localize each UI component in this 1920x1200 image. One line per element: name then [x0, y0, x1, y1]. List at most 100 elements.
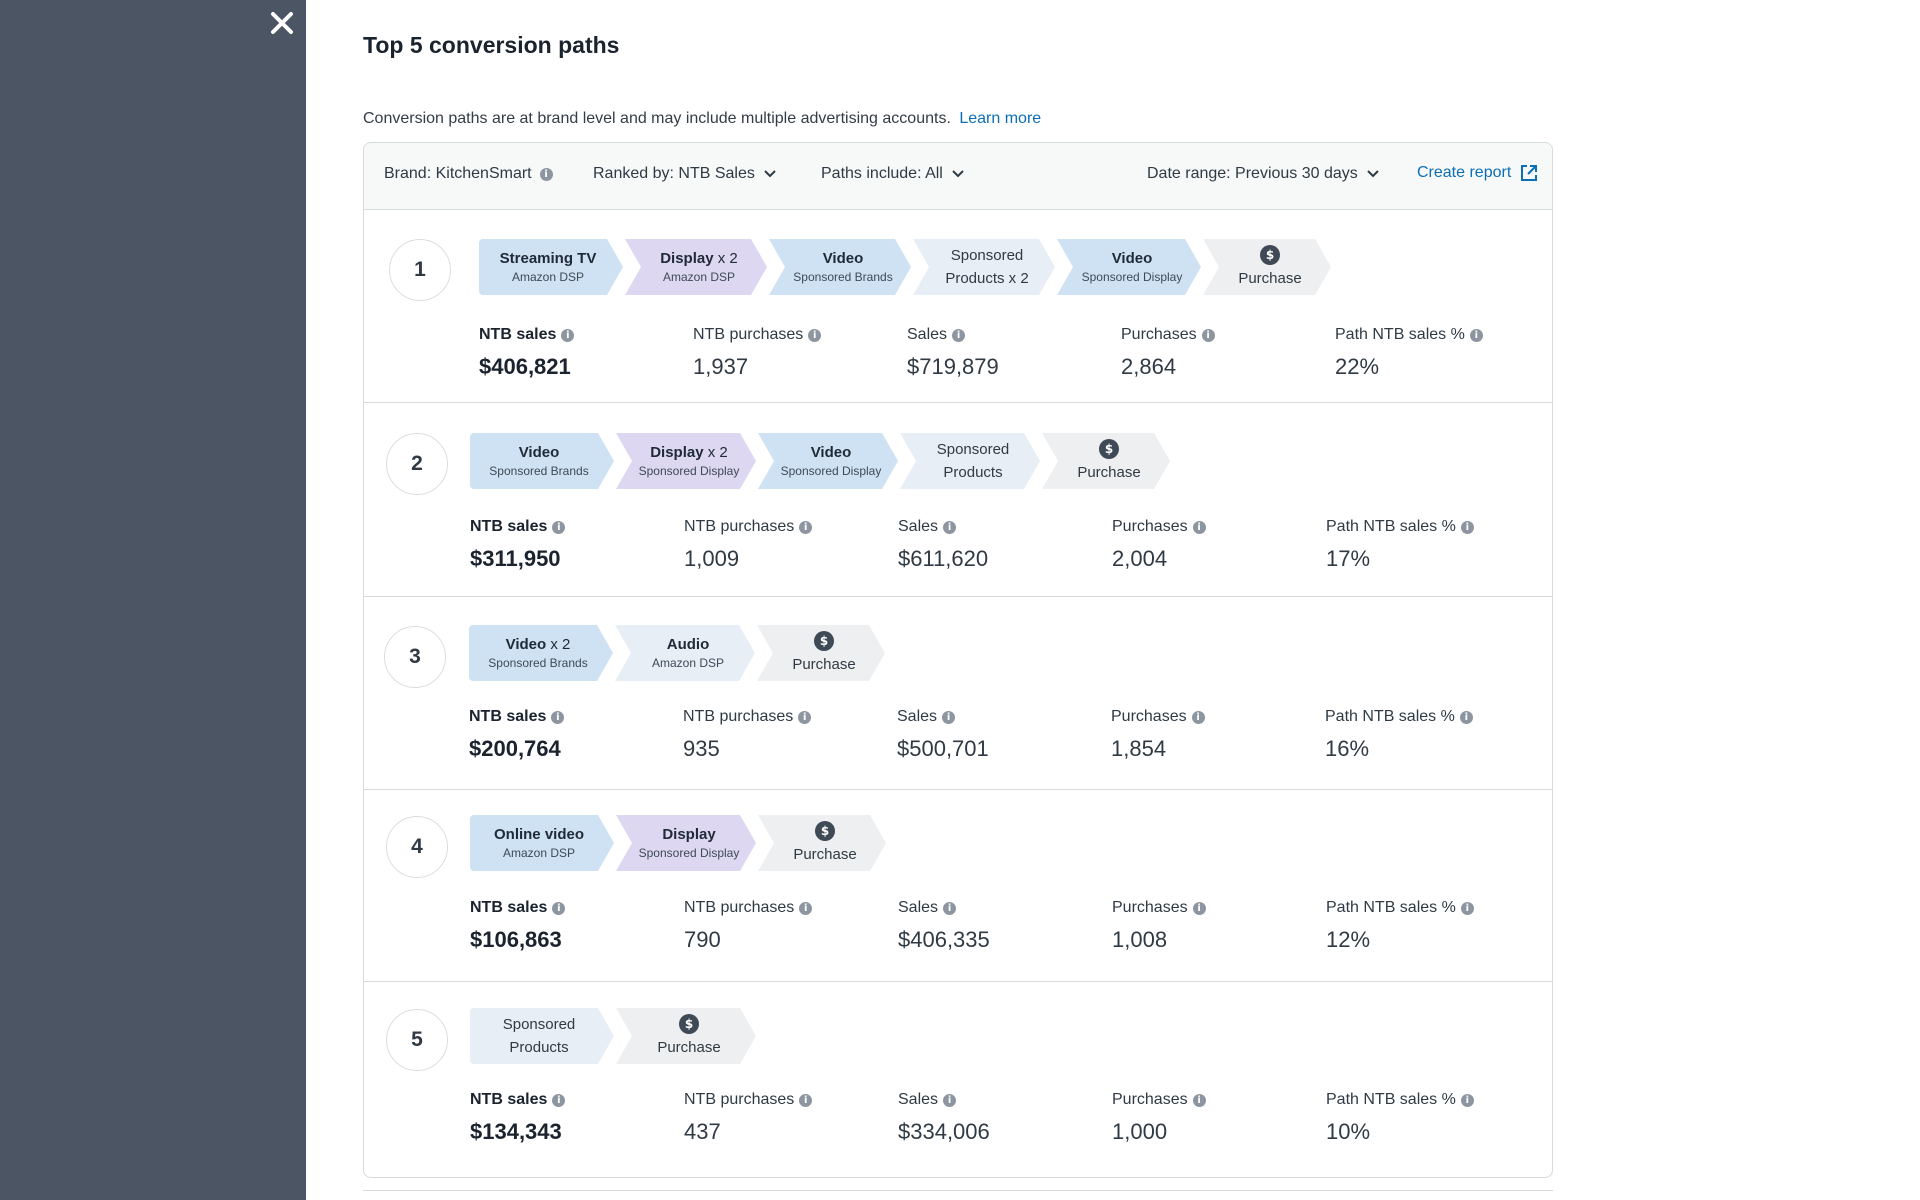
path-rank: 1	[389, 239, 451, 301]
metric-ntb-sales: NTB sales i $406,821	[479, 325, 693, 380]
metric-value: 1,937	[693, 354, 749, 379]
path-step: Sponsored Products x 2	[913, 239, 1055, 295]
purchase-step: $ Purchase	[758, 815, 886, 871]
info-icon[interactable]: i	[799, 520, 813, 534]
metric-value: 437	[684, 1119, 721, 1144]
metric-ntb-purchases: NTB purchases i 790	[684, 898, 898, 953]
create-report-link[interactable]: Create report	[1417, 163, 1539, 183]
metric-label: Sales i	[898, 1090, 1112, 1110]
metric-label-text: NTB purchases	[684, 899, 795, 916]
metric-label-text: NTB sales	[479, 326, 557, 343]
ranked-by-dropdown[interactable]: Ranked by: NTB Sales	[593, 165, 777, 183]
create-report-label: Create report	[1417, 164, 1512, 181]
info-icon[interactable]: i	[943, 901, 957, 915]
metric-path-ntb-pct: Path NTB sales % i 12%	[1326, 898, 1540, 953]
info-icon[interactable]: i	[561, 328, 575, 342]
metric-value: $406,821	[479, 354, 571, 379]
info-icon[interactable]: i	[1201, 328, 1215, 342]
metric-label-text: Sales	[907, 326, 948, 343]
step-channel-name: Display	[662, 825, 716, 843]
info-icon[interactable]: i	[943, 1093, 957, 1107]
step-multiplier: x 2	[703, 443, 728, 461]
path-steps: Video Sponsored Brands Display x 2 Sponsore…	[470, 433, 1172, 489]
info-icon[interactable]: i	[799, 901, 813, 915]
info-icon[interactable]: i	[552, 1093, 566, 1107]
info-icon[interactable]: i	[942, 710, 956, 724]
info-icon[interactable]: i	[1460, 1093, 1474, 1107]
step-label: Purchase	[1077, 463, 1141, 481]
metric-label-text: Path NTB sales %	[1335, 326, 1465, 343]
paths-include-dropdown[interactable]: Paths include: All	[821, 165, 965, 183]
dollar-icon: $	[815, 821, 835, 841]
metric-label-text: Sales	[898, 518, 939, 535]
close-icon[interactable]	[267, 8, 297, 38]
step-channel: Display x 2	[650, 443, 728, 462]
path-rank: 5	[386, 1009, 448, 1071]
metric-value: 935	[683, 736, 720, 761]
info-icon[interactable]: i	[798, 710, 812, 724]
step-label: Products	[509, 1039, 569, 1056]
step-channel: Streaming TV	[500, 249, 597, 268]
info-icon[interactable]: i	[1460, 901, 1474, 915]
step-channel-name: Video	[518, 443, 560, 461]
learn-more-link[interactable]: Learn more	[959, 110, 1042, 127]
info-icon[interactable]: i	[1459, 710, 1473, 724]
step-label: Products x 2	[945, 270, 1029, 287]
metric-value: 2,004	[1112, 546, 1168, 571]
metric-label-text: NTB purchases	[684, 1091, 795, 1108]
info-icon[interactable]: i	[1192, 520, 1206, 534]
metric-label-text: Sales	[898, 899, 939, 916]
metric-label: Purchases i	[1112, 517, 1326, 537]
metric-value: $106,863	[470, 927, 562, 952]
date-range-label: Date range: Previous 30 days	[1147, 165, 1358, 182]
date-range-dropdown[interactable]: Date range: Previous 30 days	[1147, 165, 1380, 183]
info-icon[interactable]: i	[1192, 901, 1206, 915]
step-channel-name: Video	[810, 443, 852, 461]
path-step: Display Sponsored Display	[616, 815, 756, 871]
metric-sales: Sales i $719,879	[907, 325, 1121, 380]
step-source: Sponsored Brands	[488, 655, 588, 670]
info-icon[interactable]: i	[552, 901, 566, 915]
info-icon[interactable]: i	[943, 520, 957, 534]
path-step: Audio Amazon DSP	[615, 625, 755, 681]
step-channel: Display x 2	[660, 249, 738, 268]
metric-value: $334,006	[898, 1119, 990, 1144]
metric-label-text: NTB purchases	[683, 708, 794, 725]
step-channel: Video	[1112, 249, 1153, 268]
metric-value: 790	[684, 927, 721, 952]
metric-label: NTB purchases i	[683, 707, 897, 727]
info-icon[interactable]: i	[1191, 710, 1205, 724]
step-channel-name: Audio	[666, 635, 710, 653]
metric-label: NTB purchases i	[684, 1090, 898, 1110]
info-icon[interactable]: i	[1192, 1093, 1206, 1107]
step-source: Sponsored Display	[638, 463, 740, 478]
path-step: Streaming TV Amazon DSP	[479, 239, 623, 295]
metric-value: $311,950	[470, 546, 561, 571]
panel-description: Conversion paths are at brand level and …	[363, 110, 1041, 128]
info-icon[interactable]: i	[1460, 520, 1474, 534]
metric-value: 1,854	[1111, 736, 1167, 761]
step-channel: Video	[519, 443, 560, 462]
metric-value: 10%	[1326, 1119, 1371, 1144]
step-source: Sponsored Brands	[489, 463, 589, 478]
step-channel-name: Streaming TV	[499, 249, 597, 267]
metric-label: Path NTB sales % i	[1326, 517, 1540, 537]
path-steps: Video x 2 Sponsored Brands Audio Amazon DSP…	[469, 625, 887, 681]
metric-purchases: Purchases i 1,008	[1112, 898, 1326, 953]
step-channel-name: Display	[650, 443, 704, 461]
step-source: Sponsored Display	[638, 845, 740, 860]
info-icon[interactable]: i	[799, 1093, 813, 1107]
info-icon[interactable]: i	[551, 710, 565, 724]
step-source: Sponsored Display	[780, 463, 882, 478]
metric-label: NTB sales i	[479, 325, 693, 345]
info-icon[interactable]: i	[952, 328, 966, 342]
info-icon[interactable]: i	[808, 328, 822, 342]
path-steps: Sponsored Products $ Purchase	[470, 1008, 758, 1064]
step-channel-name: Video	[822, 249, 864, 267]
purchase-step: $ Purchase	[1042, 433, 1170, 489]
info-icon[interactable]: i	[1469, 328, 1483, 342]
info-icon[interactable]: i	[539, 167, 553, 181]
chevron-down-icon	[1367, 170, 1379, 178]
info-icon[interactable]: i	[552, 520, 566, 534]
step-channel: Video	[823, 249, 864, 268]
